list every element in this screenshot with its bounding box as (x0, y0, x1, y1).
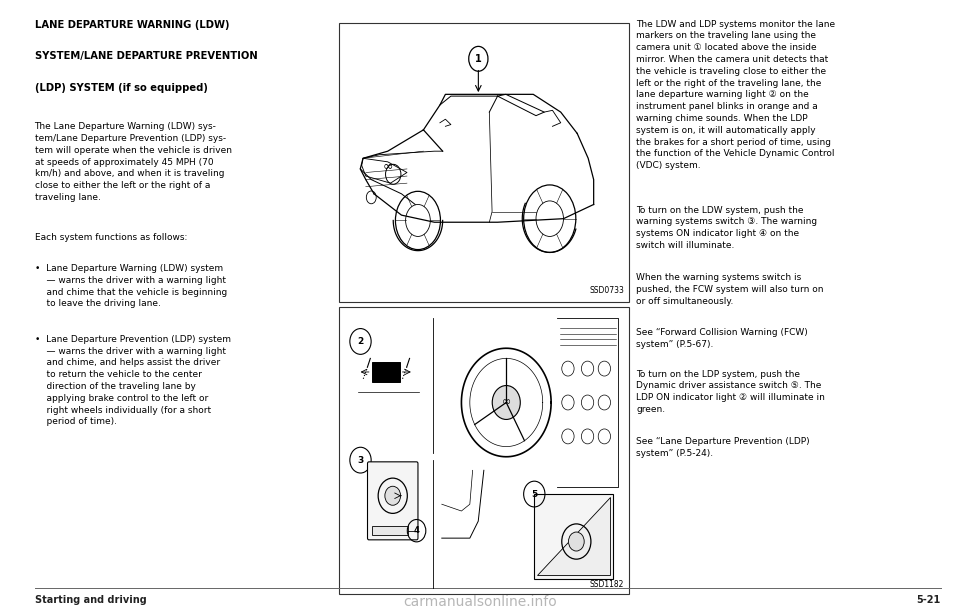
Text: LANE DEPARTURE WARNING (LDW): LANE DEPARTURE WARNING (LDW) (35, 20, 229, 29)
Text: SSD1182: SSD1182 (589, 580, 624, 589)
Text: 3: 3 (357, 456, 364, 464)
Bar (535, 494, 612, 579)
Text: Starting and driving: Starting and driving (35, 595, 146, 605)
Circle shape (492, 386, 520, 419)
Text: 1: 1 (475, 54, 482, 64)
Text: (LDP) SYSTEM (if so equipped): (LDP) SYSTEM (if so equipped) (35, 83, 207, 93)
Text: SSD0733: SSD0733 (589, 286, 624, 295)
Text: 5-21: 5-21 (917, 595, 941, 605)
FancyBboxPatch shape (368, 462, 418, 540)
Text: ∞: ∞ (502, 398, 511, 408)
Circle shape (385, 486, 400, 505)
Text: To turn on the LDP system, push the
Dynamic driver assistance switch ⑤. The
LDP : To turn on the LDP system, push the Dyna… (636, 370, 826, 414)
Text: The LDW and LDP systems monitor the lane
markers on the traveling lane using the: The LDW and LDP systems monitor the lane… (636, 20, 835, 170)
Text: To turn on the LDW system, push the
warning systems switch ③. The warning
system: To turn on the LDW system, push the warn… (636, 205, 818, 250)
Text: •  Lane Departure Warning (LDW) system
    — warns the driver with a warning lig: • Lane Departure Warning (LDW) system — … (35, 264, 227, 309)
Text: 4: 4 (414, 526, 420, 535)
Text: 🚗: 🚗 (381, 362, 390, 376)
Bar (339, 23, 629, 302)
Text: 2: 2 (357, 337, 364, 346)
Polygon shape (537, 497, 610, 576)
Bar (372, 526, 408, 535)
Text: 5: 5 (531, 489, 538, 499)
Text: SYSTEM/LANE DEPARTURE PREVENTION: SYSTEM/LANE DEPARTURE PREVENTION (35, 51, 257, 61)
Circle shape (568, 532, 585, 551)
Text: When the warning systems switch is
pushed, the FCW system will also turn on
or o: When the warning systems switch is pushe… (636, 274, 824, 306)
Text: carmanualsonline.info: carmanualsonline.info (403, 595, 557, 609)
Text: See “Lane Departure Prevention (LDP)
system” (P.5-24).: See “Lane Departure Prevention (LDP) sys… (636, 437, 810, 458)
Bar (372, 362, 399, 382)
Text: •  Lane Departure Prevention (LDP) system
    — warns the driver with a warning : • Lane Departure Prevention (LDP) system… (35, 335, 230, 426)
Text: The Lane Departure Warning (LDW) sys-
tem/Lane Departure Prevention (LDP) sys-
t: The Lane Departure Warning (LDW) sys- te… (35, 122, 231, 202)
Text: ∞: ∞ (382, 159, 393, 172)
Text: See “Forward Collision Warning (FCW)
system” (P.5-67).: See “Forward Collision Warning (FCW) sys… (636, 328, 808, 349)
Text: Each system functions as follows:: Each system functions as follows: (35, 233, 187, 243)
Bar (339, 307, 629, 594)
